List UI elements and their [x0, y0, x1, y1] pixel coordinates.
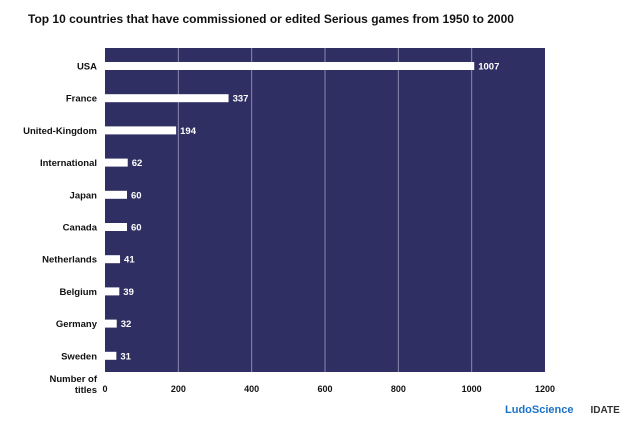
bar-value-label: 1007 — [478, 62, 499, 73]
bar — [105, 223, 127, 231]
x-tick-label: 400 — [244, 384, 259, 394]
brand-logos: LudoScience IDATE — [505, 404, 620, 416]
bar-value-label: 32 — [121, 319, 132, 330]
category-label: Canada — [63, 223, 98, 234]
category-label: France — [66, 94, 97, 105]
chart-title: Top 10 countries that have commissioned … — [28, 12, 514, 26]
bar — [105, 126, 177, 135]
bar-value-label: 41 — [124, 255, 135, 266]
x-tick-label: 800 — [391, 384, 406, 394]
bar-value-label: 62 — [132, 158, 143, 169]
category-label: Netherlands — [42, 255, 97, 266]
x-tick-label: 1000 — [462, 384, 482, 394]
bar — [105, 287, 120, 296]
bar-value-label: 60 — [131, 190, 142, 201]
bar-value-label: 31 — [120, 351, 131, 362]
bar — [105, 158, 128, 167]
category-label: Sweden — [61, 351, 97, 362]
category-label: United-Kingdom — [23, 126, 97, 137]
bar-value-label: 60 — [131, 223, 142, 234]
bar — [105, 351, 117, 360]
category-label: Germany — [56, 319, 98, 330]
x-tick-label: 1200 — [535, 384, 555, 394]
x-axis-label-line-2: titles — [75, 385, 97, 396]
x-tick-label: 200 — [171, 384, 186, 394]
bar-value-label: 337 — [233, 94, 249, 105]
bar — [105, 319, 117, 328]
category-label: International — [40, 158, 97, 169]
x-tick-label: 600 — [317, 384, 332, 394]
bar — [105, 255, 121, 264]
x-tick-label: 0 — [102, 384, 107, 394]
bar-value-label: 194 — [180, 126, 197, 137]
category-label: USA — [77, 62, 97, 73]
bar-value-label: 39 — [123, 287, 134, 298]
category-label: Japan — [70, 190, 98, 201]
bar — [105, 62, 475, 70]
bar — [105, 190, 127, 199]
x-axis-label-line-1: Number of — [50, 374, 98, 385]
ludoscience-logo: LudoScience — [505, 404, 574, 416]
idate-logo: IDATE — [590, 405, 620, 416]
bar — [105, 94, 229, 103]
category-label: Belgium — [60, 287, 97, 298]
